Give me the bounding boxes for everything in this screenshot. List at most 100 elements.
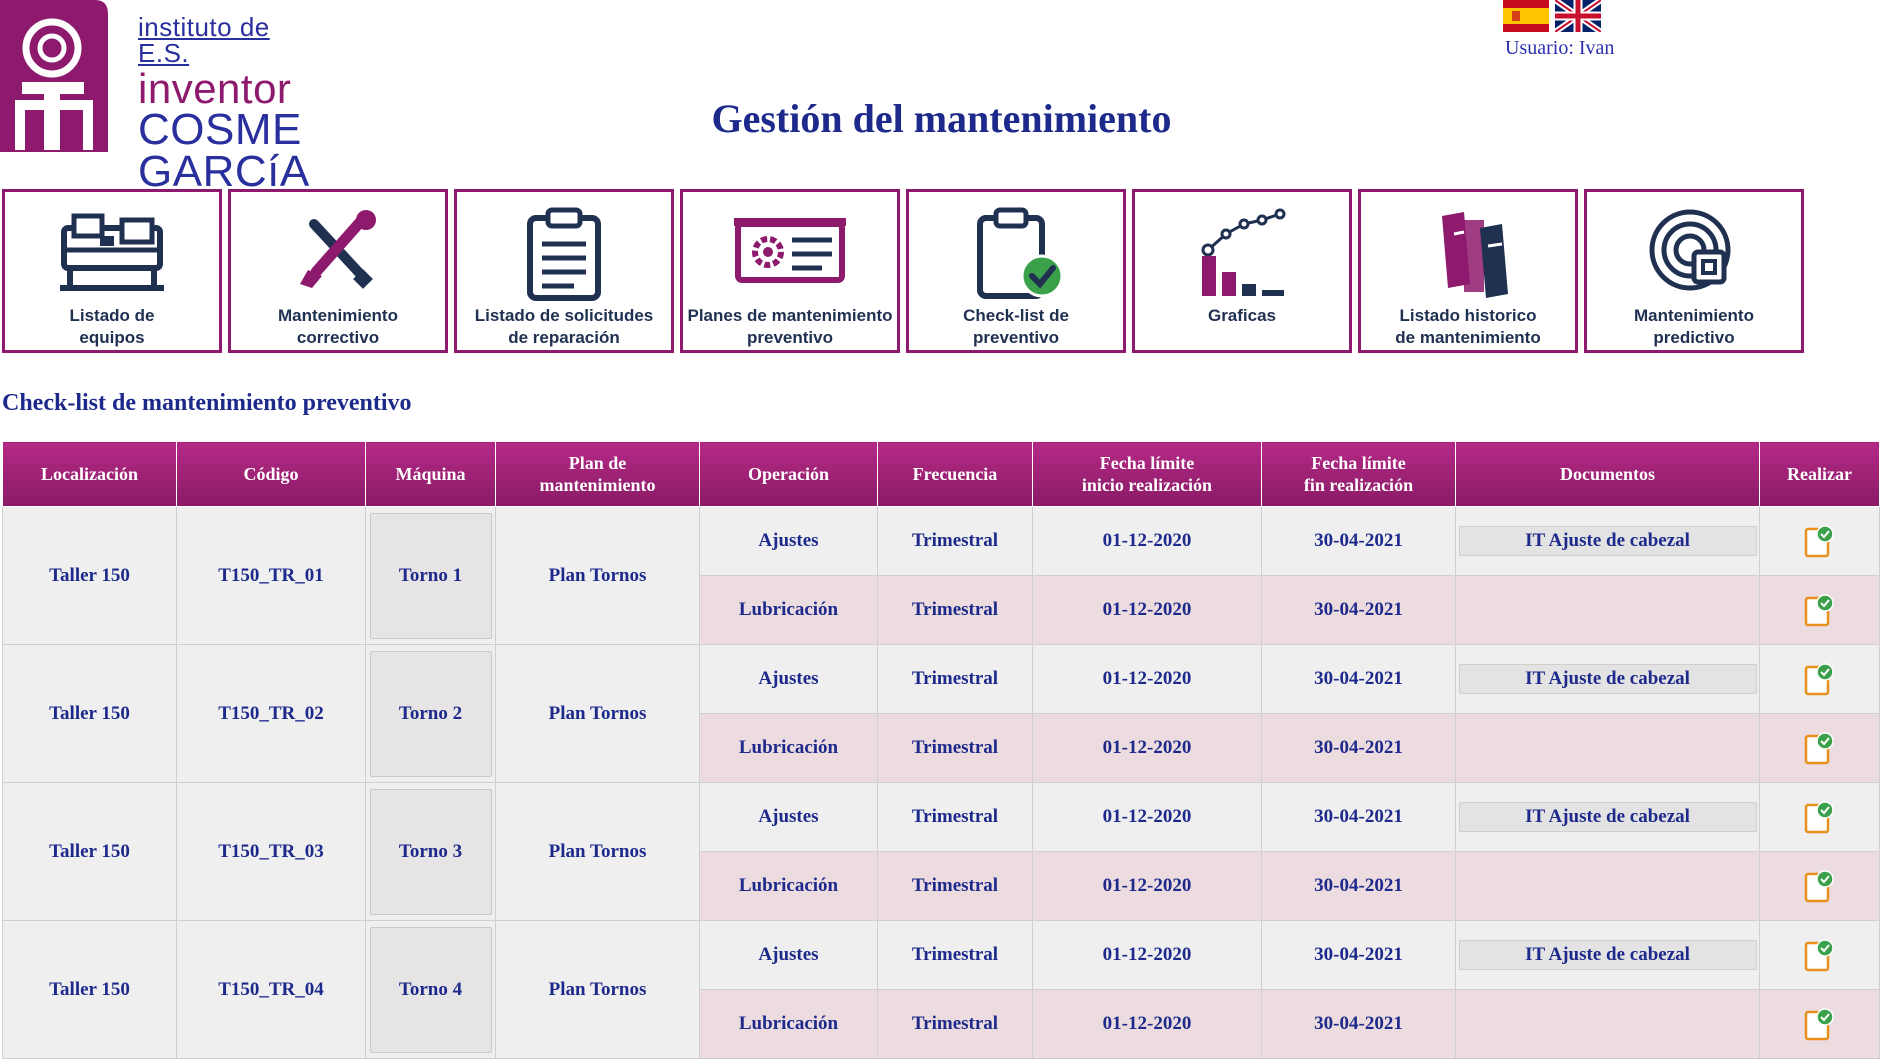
- spanish-flag-icon[interactable]: [1503, 0, 1549, 32]
- cell-documents: IT Ajuste de cabezal: [1455, 506, 1760, 576]
- cell-frequency: Trimestral: [877, 920, 1033, 990]
- table-header-row: Localización Código Máquina Plan de mant…: [2, 441, 1880, 507]
- machine-button[interactable]: Torno 4: [369, 926, 492, 1053]
- cell-frequency: Trimestral: [877, 575, 1033, 645]
- machine-button[interactable]: Torno 2: [369, 650, 492, 777]
- cell-code: T150_TR_01: [176, 506, 366, 645]
- page-title: Gestión del mantenimiento: [711, 96, 1172, 141]
- cell-operation: Ajustes: [699, 506, 878, 576]
- header-start-date: Fecha límite inicio realización: [1032, 441, 1262, 507]
- cell-end-date: 30-04-2021: [1261, 782, 1456, 852]
- logo-line-4: GARCíA: [138, 147, 310, 196]
- document-button[interactable]: IT Ajuste de cabezal: [1458, 940, 1757, 970]
- nav-tile-predictive[interactable]: Mantenimiento predictivo: [1584, 189, 1804, 353]
- header-start-date-text: Fecha límite inicio realización: [1081, 453, 1213, 495]
- cell-start-date: 01-12-2020: [1032, 713, 1262, 783]
- perform-check-icon[interactable]: [1803, 730, 1837, 766]
- cell-machine: Torno 3: [365, 782, 496, 921]
- cell-documents: IT Ajuste de cabezal: [1455, 920, 1760, 990]
- document-button[interactable]: IT Ajuste de cabezal: [1458, 526, 1757, 556]
- nav-tile-machine-list[interactable]: Listado de equipos: [2, 189, 222, 353]
- nav-tile-history[interactable]: Listado historico de mantenimiento: [1358, 189, 1578, 353]
- uk-flag-icon[interactable]: [1555, 0, 1601, 32]
- cell-machine: Torno 1: [365, 506, 496, 645]
- cell-documents: IT Ajuste de cabezal: [1455, 782, 1760, 852]
- machine-button[interactable]: Torno 1: [369, 512, 492, 639]
- table-row: Taller 150 T150_TR_01 Torno 1 Plan Torno…: [2, 506, 1880, 645]
- perform-check-icon[interactable]: [1803, 523, 1837, 559]
- cell-start-date: 01-12-2020: [1032, 851, 1262, 921]
- table-row: Taller 150 T150_TR_04 Torno 4 Plan Torno…: [2, 920, 1880, 1059]
- cell-code: T150_TR_04: [176, 920, 366, 1059]
- cell-end-date: 30-04-2021: [1261, 713, 1456, 783]
- perform-check-icon[interactable]: [1803, 799, 1837, 835]
- cell-location: Taller 150: [2, 506, 177, 645]
- cell-end-date: 30-04-2021: [1261, 506, 1456, 576]
- cell-end-date: 30-04-2021: [1261, 851, 1456, 921]
- user-label: Usuario: Ivan: [1505, 37, 1615, 59]
- machine-button[interactable]: Torno 3: [369, 788, 492, 915]
- nav-tile-preventive-plans[interactable]: Planes de mantenimiento preventivo: [680, 189, 900, 353]
- cell-operation: Ajustes: [699, 644, 878, 714]
- cell-start-date: 01-12-2020: [1032, 920, 1262, 990]
- perform-check-icon[interactable]: [1803, 937, 1837, 973]
- header-code: Código: [176, 441, 366, 507]
- cell-documents: [1455, 851, 1760, 921]
- nav-tile-charts[interactable]: Graficas: [1132, 189, 1352, 353]
- table-row: Lubricación Trimestral 01-12-2020 30-04-…: [3, 575, 1880, 645]
- cell-operation: Ajustes: [699, 920, 878, 990]
- nav-tile-label: Listado de solicitudes de reparación: [474, 306, 654, 347]
- table-row: Lubricación Trimestral 01-12-2020 30-04-…: [3, 713, 1880, 783]
- nav-tile-label: Listado de equipos: [69, 306, 155, 347]
- header-operation: Operación: [699, 441, 878, 507]
- clipboard-list-icon: [527, 207, 601, 301]
- language-selector: [1503, 0, 1601, 32]
- document-button[interactable]: IT Ajuste de cabezal: [1458, 802, 1757, 832]
- gear-board-icon: [734, 218, 846, 283]
- cell-start-date: 01-12-2020: [1032, 575, 1262, 645]
- cell-documents: [1455, 713, 1760, 783]
- cell-start-date: 01-12-2020: [1032, 782, 1262, 852]
- cell-documents: [1455, 575, 1760, 645]
- document-button[interactable]: IT Ajuste de cabezal: [1458, 664, 1757, 694]
- cell-end-date: 30-04-2021: [1261, 989, 1456, 1059]
- logo-line-3: COSME: [138, 105, 302, 154]
- cell-perform: [1759, 920, 1880, 990]
- table-row: Taller 150 T150_TR_03 Torno 3 Plan Torno…: [2, 782, 1880, 921]
- cell-operation: Lubricación: [699, 575, 878, 645]
- cell-perform: [1759, 575, 1880, 645]
- cell-operation: Ajustes: [699, 782, 878, 852]
- header-documents: Documentos: [1455, 441, 1760, 507]
- perform-check-icon[interactable]: [1803, 661, 1837, 697]
- table-row: Taller 150 T150_TR_02 Torno 2 Plan Torno…: [2, 644, 1880, 783]
- books-icon: [1442, 212, 1508, 298]
- perform-check-icon[interactable]: [1803, 868, 1837, 904]
- header-machine: Máquina: [365, 441, 496, 507]
- section-title: Check-list de mantenimiento preventivo: [2, 390, 412, 416]
- nav-tile-repair-requests[interactable]: Listado de solicitudes de reparación: [454, 189, 674, 353]
- nav-tile-corrective[interactable]: Mantenimiento correctivo: [228, 189, 448, 353]
- cell-machine: Torno 4: [365, 920, 496, 1059]
- cell-operation: Lubricación: [699, 851, 878, 921]
- cell-frequency: Trimestral: [877, 989, 1033, 1059]
- header-perform: Realizar: [1759, 441, 1880, 507]
- perform-check-icon[interactable]: [1803, 592, 1837, 628]
- cell-location: Taller 150: [2, 644, 177, 783]
- header-end-date-text: Fecha límite fin realización: [1303, 453, 1414, 495]
- cell-frequency: Trimestral: [877, 644, 1033, 714]
- perform-check-icon[interactable]: [1803, 1006, 1837, 1042]
- cell-documents: IT Ajuste de cabezal: [1455, 644, 1760, 714]
- cell-perform: [1759, 851, 1880, 921]
- nav-tile-label: Check-list de preventivo: [963, 306, 1069, 347]
- cell-start-date: 01-12-2020: [1032, 644, 1262, 714]
- table-row: Lubricación Trimestral 01-12-2020 30-04-…: [3, 851, 1880, 921]
- cell-perform: [1759, 713, 1880, 783]
- header-plan-text: Plan de mantenimiento: [539, 453, 656, 495]
- cell-perform: [1759, 782, 1880, 852]
- cell-operation: Lubricación: [699, 989, 878, 1059]
- logo-line-2: inventor: [138, 65, 292, 112]
- nav-tile-checklist[interactable]: Check-list de preventivo: [906, 189, 1126, 353]
- nav-tile-label: Listado historico de mantenimiento: [1395, 306, 1541, 347]
- nav-tile-label: Graficas: [1207, 306, 1277, 325]
- school-logo: instituto de E.S. inventor COSME GARCíA: [0, 0, 309, 194]
